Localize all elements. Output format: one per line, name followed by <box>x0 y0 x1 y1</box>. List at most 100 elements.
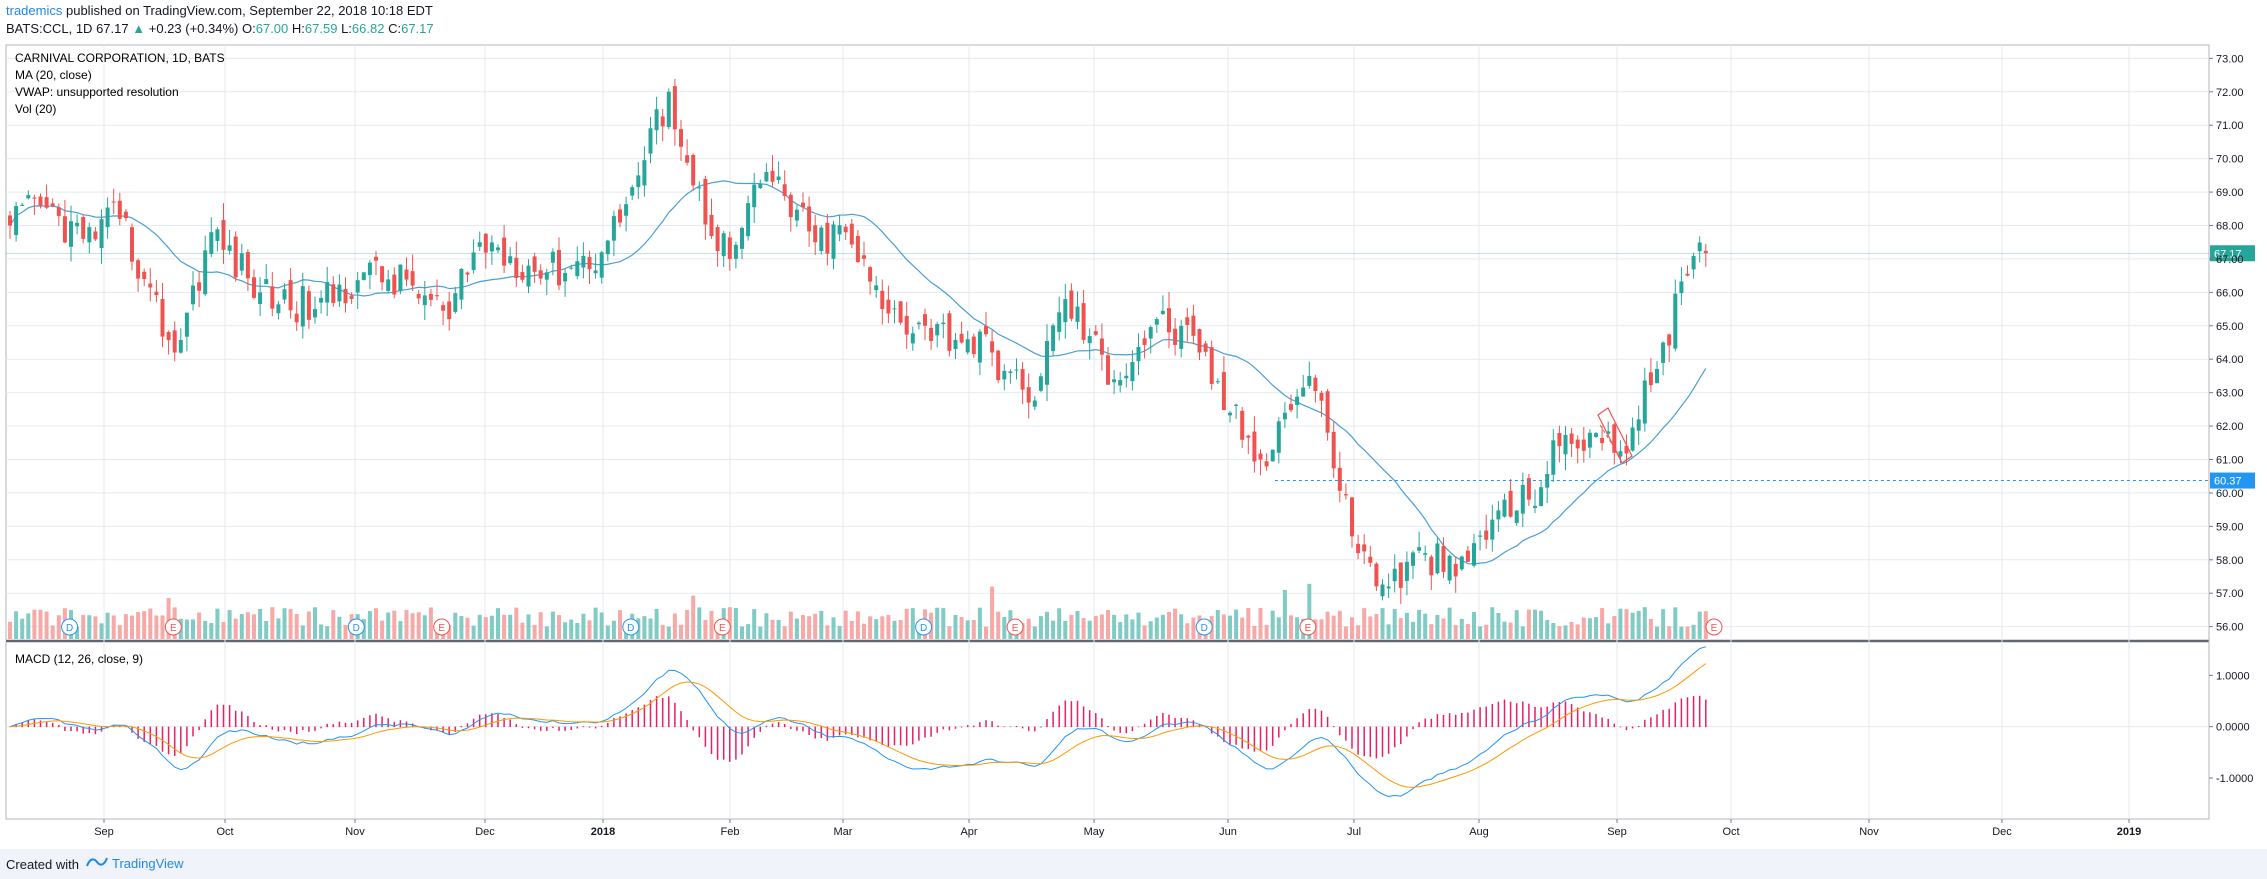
candle-body <box>1374 563 1379 587</box>
candle-body <box>703 178 708 225</box>
volume-bar <box>386 612 391 639</box>
volume-bar <box>550 611 555 639</box>
volume-bar <box>1307 583 1312 639</box>
price-chart[interactable]: 67.17 60.37 73.00 72.00 71.00 70.00 69.00 68.0… <box>0 0 2267 849</box>
candle-body <box>245 252 250 279</box>
high-value: 67.59 <box>304 21 338 36</box>
candle-body <box>575 261 580 277</box>
candle-body <box>233 236 238 278</box>
legend-vol[interactable]: Vol (20) <box>15 102 56 116</box>
candle-body <box>1203 343 1208 352</box>
candle-body <box>1045 341 1049 385</box>
candle-body <box>1624 445 1629 454</box>
candle-body <box>910 333 915 344</box>
volume-bar <box>416 612 421 639</box>
volume-bar <box>239 614 244 639</box>
price-tick-label: 72.00 <box>2216 87 2244 99</box>
candle-body <box>258 292 263 304</box>
volume-bar <box>1526 609 1531 639</box>
candle-body <box>605 240 610 255</box>
candle-body <box>270 286 275 309</box>
volume-bar <box>843 610 848 639</box>
candle-body <box>1313 377 1318 391</box>
candle-body <box>1136 346 1141 362</box>
volume-bar <box>215 608 220 639</box>
ohlc-line: BATS:CCL, 1D 67.17 ▲ +0.23 (+0.34%) O:67… <box>6 21 434 36</box>
author-link[interactable]: trademics <box>6 3 63 18</box>
candle-body <box>819 227 824 252</box>
time-tick-label: Sep <box>1607 826 1627 838</box>
candle-body <box>453 293 458 312</box>
candle-body <box>666 91 671 128</box>
volume-bar <box>313 607 317 639</box>
candle-body <box>880 290 885 310</box>
low-label: L: <box>341 21 352 36</box>
candle-body <box>1423 553 1428 555</box>
candle-body <box>367 262 372 276</box>
time-axis[interactable]: Sep Oct Nov Dec 2018 Feb Mar Apr May Jun Jul Aug Sep… <box>94 819 2141 838</box>
candle-body <box>996 350 1001 381</box>
candle-body <box>1661 342 1666 363</box>
price-tick-label: 60.00 <box>2216 488 2244 500</box>
footer: Created with TradingView <box>0 849 2267 879</box>
candle-body <box>1234 404 1239 406</box>
candle-body <box>496 247 500 251</box>
candle-body <box>1112 379 1117 383</box>
volume-bar <box>776 620 781 639</box>
volume-bar <box>526 614 531 639</box>
price-axis[interactable]: 73.00 72.00 71.00 70.00 69.00 68.00 67.00 66.00… <box>2209 53 2244 634</box>
candle-body <box>984 325 988 335</box>
macd-tick-label: 1.0000 <box>2216 670 2250 682</box>
candle-body <box>14 206 19 236</box>
candle-body <box>849 223 854 245</box>
volume-bar <box>1276 617 1281 639</box>
candle-body <box>721 233 726 257</box>
drawing-annotation[interactable] <box>1597 407 1633 464</box>
volume-bar <box>392 610 397 639</box>
candle-body <box>1581 439 1586 451</box>
legend-title[interactable]: CARNIVAL CORPORATION, 1D, BATS <box>15 51 225 65</box>
time-tick-label: Mar <box>834 826 853 838</box>
volume-bar <box>1331 615 1336 639</box>
volume-bar <box>1581 617 1586 639</box>
candle-body <box>1459 556 1464 570</box>
candle-body <box>1551 440 1556 475</box>
candle-body <box>191 285 195 305</box>
volume-bar <box>453 612 458 639</box>
volume-bar <box>1319 619 1324 639</box>
candle-body <box>1258 453 1263 460</box>
volume-bar <box>1386 624 1391 639</box>
candle-body <box>361 272 366 280</box>
candle-body <box>679 129 683 147</box>
legend-vwap[interactable]: VWAP: unsupported resolution <box>15 85 179 99</box>
candle-body <box>1429 556 1434 576</box>
volume-bar <box>618 610 622 639</box>
candle-body <box>386 279 391 291</box>
legend-ma[interactable]: MA (20, close) <box>15 68 92 82</box>
candle-body <box>215 229 220 241</box>
candle-body <box>1587 432 1592 448</box>
volume-bar <box>1490 607 1495 639</box>
tradingview-logo[interactable]: TradingView <box>86 856 184 871</box>
volume-bar <box>654 608 659 639</box>
ma-line <box>9 180 1707 565</box>
candle-body <box>758 183 763 189</box>
candle-body <box>1057 312 1062 332</box>
macd-tick-label: 0.0000 <box>2216 722 2250 734</box>
candle-body <box>1533 505 1537 508</box>
macd-axis[interactable]: 1.0000 0.0000 -1.0000 <box>2209 670 2253 785</box>
dividend-marker <box>915 618 933 636</box>
volume-bar <box>380 620 385 639</box>
volume-bar <box>1630 612 1635 639</box>
symbol-label: BATS:CCL, 1D <box>6 21 93 36</box>
candle-body <box>1600 438 1605 444</box>
dividend-marker <box>622 618 640 636</box>
candle-body <box>1343 494 1348 496</box>
legend-macd[interactable]: MACD (12, 26, close, 9) <box>15 652 143 666</box>
dividend-marker <box>61 618 79 636</box>
volume-bar <box>325 626 330 639</box>
candle-body <box>1331 431 1336 469</box>
price-tick-label: 73.00 <box>2216 53 2244 65</box>
volume-bar <box>1691 624 1696 639</box>
candle-body <box>81 217 86 239</box>
